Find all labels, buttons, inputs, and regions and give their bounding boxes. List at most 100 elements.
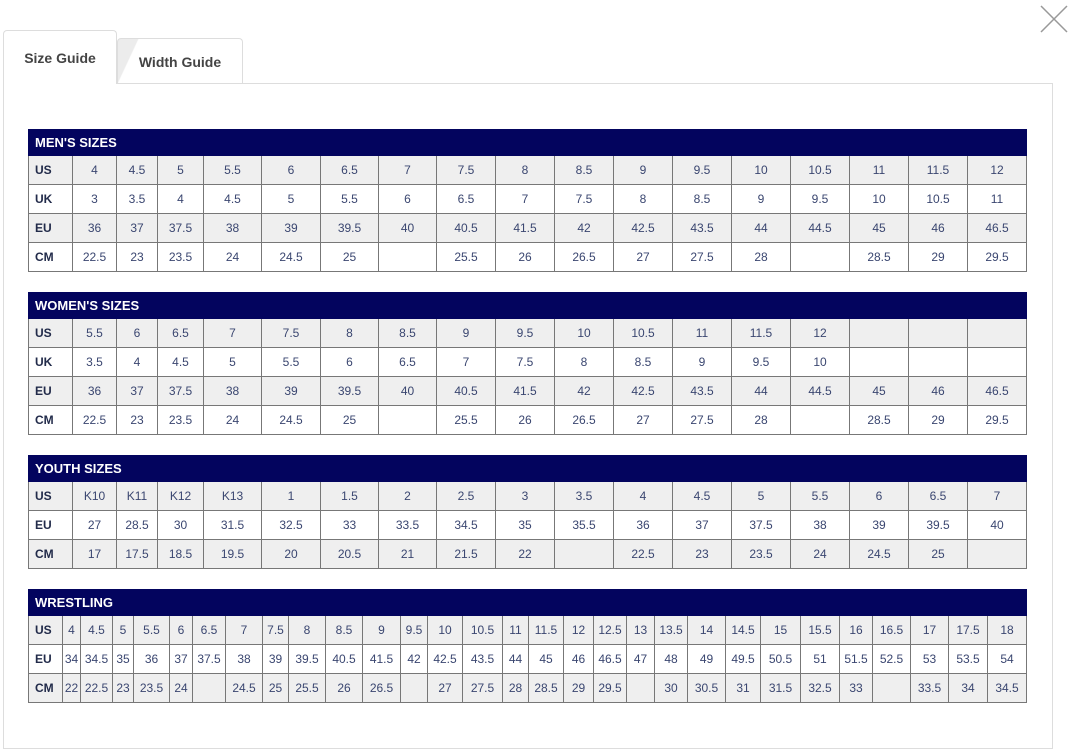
size-cell: 30 <box>654 673 688 703</box>
size-cell: 21.5 <box>436 539 496 569</box>
header-cell <box>262 589 289 616</box>
size-cell <box>872 673 911 703</box>
table-row-eu: EU 34 34.5 35 36 37 37.5 38 39 39.5 40.5 41.5 42 42.5… <box>28 644 1027 674</box>
size-cell: 40 <box>378 376 437 406</box>
size-cell: 13.5 <box>654 615 688 645</box>
tab-size-guide[interactable]: Size Guide <box>3 30 117 84</box>
header-cell <box>325 589 363 616</box>
size-cell: 8.5 <box>672 184 732 214</box>
size-cell: 7.5 <box>262 615 289 645</box>
size-cell: 39 <box>261 213 321 243</box>
size-cell: 28 <box>502 673 529 703</box>
size-cell: 37.5 <box>731 510 791 540</box>
size-cell: 19.5 <box>203 539 262 569</box>
size-cell: 8 <box>613 184 673 214</box>
size-cell: 37.5 <box>157 376 204 406</box>
size-cell: 46.5 <box>967 376 1027 406</box>
size-cell: 23.5 <box>731 539 791 569</box>
header-cell <box>790 455 850 482</box>
size-cell: 29 <box>563 673 594 703</box>
header-cell <box>436 129 496 156</box>
size-cell: 5.5 <box>133 615 170 645</box>
size-cell: 29 <box>908 242 968 272</box>
size-cell: 7 <box>967 481 1027 511</box>
size-cell: 7.5 <box>436 155 496 185</box>
size-cell: 31.5 <box>203 510 262 540</box>
size-cell: 5 <box>731 481 791 511</box>
size-cell: 40.5 <box>436 376 496 406</box>
size-cell: 24 <box>203 405 262 435</box>
size-cell: 12 <box>967 155 1027 185</box>
header-cell <box>554 129 614 156</box>
size-cell: 5.5 <box>72 318 117 348</box>
size-cell: 13 <box>626 615 655 645</box>
tab-label: Width Guide <box>138 53 222 70</box>
tab-width-guide[interactable]: Width Guide <box>117 38 243 84</box>
size-cell: 8 <box>320 318 379 348</box>
header-cell <box>320 455 379 482</box>
size-cell: 7 <box>378 155 437 185</box>
size-cell: 53.5 <box>948 644 988 674</box>
header-cell <box>948 589 988 616</box>
size-cell: 32.5 <box>800 673 840 703</box>
size-cell: 8.5 <box>613 347 673 377</box>
size-cell: 38 <box>790 510 850 540</box>
size-cell: 15 <box>760 615 801 645</box>
row-label: US <box>28 481 73 511</box>
size-cell: 26.5 <box>554 405 614 435</box>
size-cell: 23 <box>116 405 158 435</box>
size-cell: 45 <box>849 376 909 406</box>
table-row-cm: CM 22 22.5 23 23.5 24 24.5 25 25.5 26 26.5 27 27.5 28… <box>28 673 1027 703</box>
size-cell: 5.5 <box>203 155 262 185</box>
size-cell: K12 <box>157 481 204 511</box>
size-cell <box>378 242 437 272</box>
header-cell <box>203 129 262 156</box>
size-cell: 25 <box>262 673 289 703</box>
header-cell <box>967 292 1027 319</box>
size-cell: 10.5 <box>613 318 673 348</box>
size-cell: 50.5 <box>760 644 801 674</box>
row-label: CM <box>28 242 73 272</box>
size-cell: 44.5 <box>790 213 850 243</box>
size-cell: 17.5 <box>116 539 158 569</box>
size-cell: 37 <box>116 376 158 406</box>
size-cell: 22.5 <box>80 673 113 703</box>
size-cell: 39 <box>849 510 909 540</box>
size-cell: 12 <box>790 318 850 348</box>
size-cell: 25.5 <box>436 405 496 435</box>
header-cell <box>261 455 321 482</box>
size-cell <box>378 405 437 435</box>
header-cell <box>626 589 655 616</box>
size-cell: 4 <box>613 481 673 511</box>
size-cell: 45 <box>528 644 564 674</box>
size-cell: 17 <box>72 539 117 569</box>
size-cell: 9 <box>731 184 791 214</box>
size-cell: 6.5 <box>378 347 437 377</box>
size-cell: 10 <box>790 347 850 377</box>
size-cell: 29 <box>908 405 968 435</box>
size-cell: 17.5 <box>948 615 988 645</box>
size-cell: 24 <box>169 673 193 703</box>
size-cell: 24 <box>203 242 262 272</box>
size-cell: 6 <box>320 347 379 377</box>
header-cell <box>687 589 726 616</box>
wrestling-table: WRESTLING US 4 4.5 5 5.5 6 6.5 7 7.5 8 8.5 9 9.5 10 10.… <box>28 589 1027 703</box>
size-cell: 12 <box>563 615 594 645</box>
size-cell: 28.5 <box>849 405 909 435</box>
header-cell <box>427 589 463 616</box>
size-cell: 7 <box>203 318 262 348</box>
size-cell: 3.5 <box>554 481 614 511</box>
size-cell: 7 <box>495 184 555 214</box>
header-cell <box>495 292 555 319</box>
mens-sizes-table: MEN'S SIZES US 4 4.5 5 5.5 6 6.5 7 7.5 8 8.5 9 9.5 10 1… <box>28 129 1027 272</box>
size-cell: 42.5 <box>613 213 673 243</box>
close-button[interactable] <box>1039 4 1069 34</box>
size-cell: 6 <box>261 155 321 185</box>
header-cell <box>849 129 909 156</box>
size-cell: 38 <box>203 213 262 243</box>
header-cell <box>203 292 262 319</box>
size-cell <box>400 673 428 703</box>
size-cell: 23 <box>672 539 732 569</box>
row-label: EU <box>28 376 73 406</box>
header-cell <box>261 292 321 319</box>
